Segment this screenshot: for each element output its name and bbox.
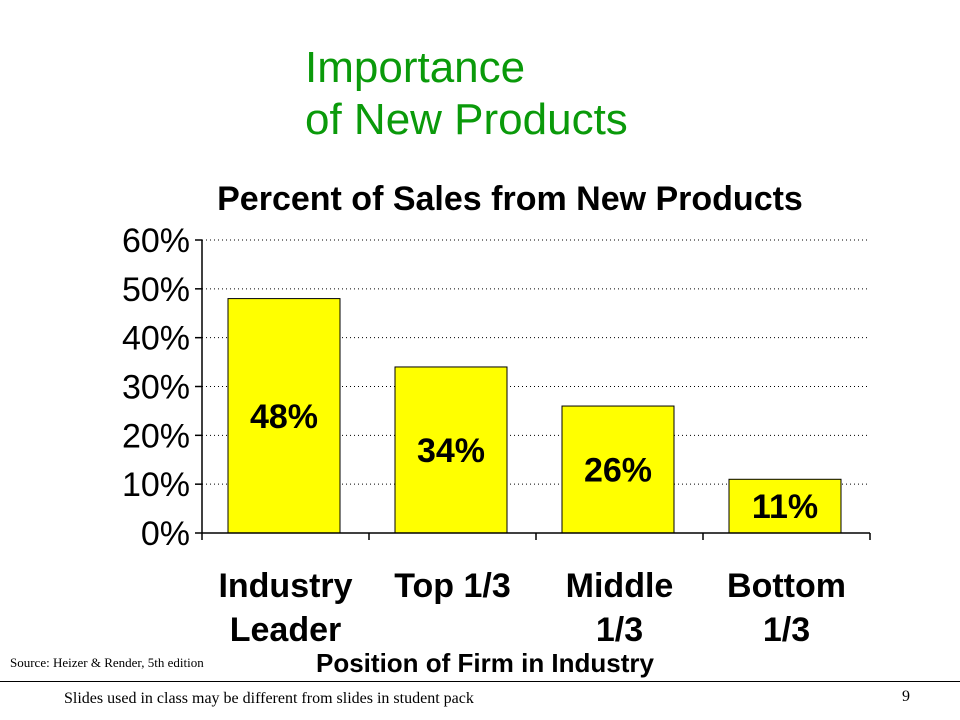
category-label: Top 1/3 xyxy=(394,567,511,605)
footer-note: Slides used in class may be different fr… xyxy=(64,690,474,707)
category-labels: Industry Leader Top 1/3 Middle 1/3 Bottom 1/3 xyxy=(218,567,846,649)
y-tick-label: 20% xyxy=(122,417,190,455)
bar xyxy=(561,405,675,534)
y-tick-label: 40% xyxy=(122,320,190,358)
footer-divider xyxy=(0,681,960,682)
data-label: 11% xyxy=(752,488,818,526)
category-label: Industry xyxy=(218,567,352,605)
bar xyxy=(394,366,508,534)
data-label: 34% xyxy=(417,432,485,470)
x-axis-label: Position of Firm in Industry xyxy=(316,648,654,678)
slide-title: Importance of New Products xyxy=(305,42,628,146)
category-label: 1/3 xyxy=(763,611,810,649)
source-note: Source: Heizer & Render, 5th edition xyxy=(10,655,204,670)
bar xyxy=(728,478,842,534)
y-tick-label: 0% xyxy=(141,515,190,553)
y-tick-label: 60% xyxy=(122,222,190,260)
slide-title-line-2: of New Products xyxy=(305,95,628,144)
category-label: 1/3 xyxy=(596,611,643,649)
category-label: Leader xyxy=(230,611,342,649)
y-tick-label: 30% xyxy=(122,369,190,407)
y-tick-label: 10% xyxy=(122,466,190,504)
category-label: Middle xyxy=(566,567,674,605)
bar xyxy=(227,298,341,534)
slide-title-line-1: Importance xyxy=(305,43,526,92)
y-tick-labels: 0% 10% 20% 30% 40% 50% 60% xyxy=(122,222,190,553)
page-number: 9 xyxy=(902,688,910,705)
y-tick-label: 50% xyxy=(122,271,190,309)
data-labels: 48% 34% 26% 11% xyxy=(250,398,818,526)
bars xyxy=(227,298,842,534)
category-label: Bottom xyxy=(727,567,846,605)
axes xyxy=(195,239,871,540)
data-label: 48% xyxy=(250,398,318,436)
chart-title: Percent of Sales from New Products xyxy=(217,180,803,218)
data-label: 26% xyxy=(584,452,652,490)
